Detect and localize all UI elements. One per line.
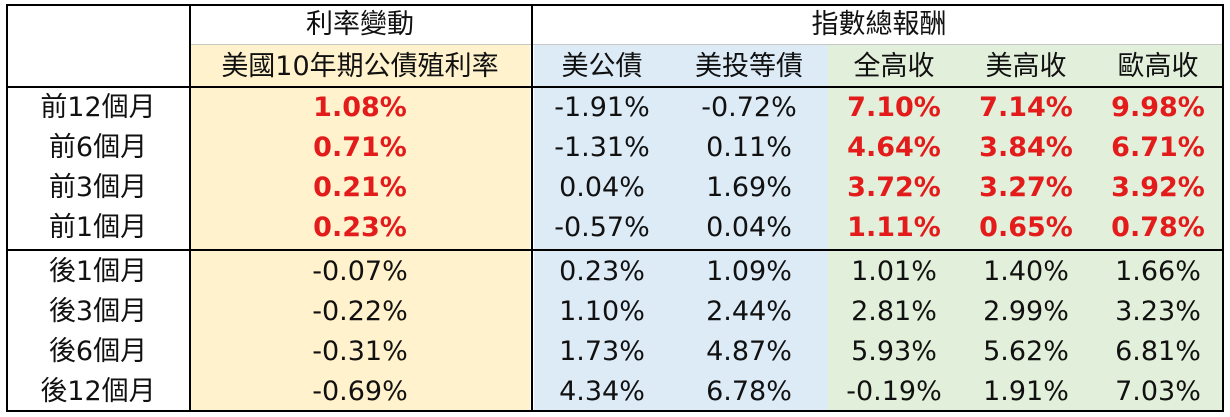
row-cell: 5.62%	[983, 335, 1069, 367]
row-cell: 2.81%	[851, 295, 937, 327]
row-label: 後1個月	[48, 255, 148, 287]
high-yield-columns-background	[828, 45, 1224, 411]
row-cell: 7.03%	[1115, 375, 1201, 407]
row-cell: 1.73%	[559, 335, 645, 367]
row-cell: 6.81%	[1115, 335, 1201, 367]
row-cell: -1.91%	[554, 91, 650, 123]
row-cell: 2.99%	[983, 295, 1069, 327]
row-cell: 0.23%	[559, 255, 645, 287]
row-cell: 1.11%	[847, 211, 941, 243]
row-cell: 0.11%	[706, 131, 792, 163]
rate-column-background	[190, 45, 530, 411]
row-cell: 0.71%	[313, 131, 407, 163]
column-header-global-hy: 全高收	[853, 50, 935, 82]
row-cell: 1.01%	[851, 255, 937, 287]
row-label: 後6個月	[48, 335, 148, 367]
row-cell: 1.08%	[313, 91, 407, 123]
row-cell: -0.22%	[312, 295, 408, 327]
header-separator	[6, 86, 1224, 88]
row-cell: 4.87%	[706, 335, 792, 367]
bond-columns-background	[534, 45, 828, 411]
row-cell: 3.84%	[979, 131, 1073, 163]
row-label: 前1個月	[48, 211, 148, 243]
row-cell: 0.65%	[979, 211, 1073, 243]
row-cell: 1.69%	[706, 171, 792, 203]
row-label: 後3個月	[48, 295, 148, 327]
row-cell: 0.21%	[313, 171, 407, 203]
row-cell: 0.04%	[706, 211, 792, 243]
column-header-us-ig: 美投等債	[695, 50, 803, 82]
row-cell: 9.98%	[1111, 91, 1205, 123]
column-header-us-hy: 美高收	[985, 50, 1067, 82]
row-label: 前6個月	[48, 131, 148, 163]
row-cell: -1.31%	[554, 131, 650, 163]
row-label: 後12個月	[40, 375, 156, 407]
row-cell: 0.23%	[313, 211, 407, 243]
column-header-us10y-yield: 美國10年期公債殖利率	[221, 50, 499, 82]
outer-bottom-border	[6, 410, 1224, 412]
group-total-return-header: 指數總報酬	[811, 8, 947, 40]
row-label: 前12個月	[40, 91, 156, 123]
row-cell: -0.07%	[312, 255, 408, 287]
row-cell: 3.23%	[1115, 295, 1201, 327]
row-cell: 1.91%	[983, 375, 1069, 407]
row-cell: 0.04%	[559, 171, 645, 203]
middle-separator	[6, 249, 1224, 251]
row-cell: 0.78%	[1111, 211, 1205, 243]
row-cell: 5.93%	[851, 335, 937, 367]
row-cell: 6.71%	[1111, 131, 1205, 163]
row-cell: 3.27%	[979, 171, 1073, 203]
label-column-divider	[189, 4, 191, 412]
column-header-us-treasury: 美公債	[561, 50, 643, 82]
row-cell: 1.10%	[559, 295, 645, 327]
row-cell: 1.40%	[983, 255, 1069, 287]
row-cell: 6.78%	[706, 375, 792, 407]
row-cell: -0.31%	[312, 335, 408, 367]
column-header-eu-hy: 歐高收	[1117, 50, 1199, 82]
row-cell: 7.14%	[979, 91, 1073, 123]
row-cell: 3.92%	[1111, 171, 1205, 203]
row-cell: -0.72%	[701, 91, 797, 123]
row-label: 前3個月	[48, 171, 148, 203]
group-rate-change-header: 利率變動	[306, 8, 414, 40]
row-cell: 4.64%	[847, 131, 941, 163]
row-cell: 2.44%	[706, 295, 792, 327]
row-cell: 3.72%	[847, 171, 941, 203]
row-cell: 4.34%	[559, 375, 645, 407]
row-cell: -0.19%	[846, 375, 942, 407]
row-cell: 7.10%	[847, 91, 941, 123]
header-bottom-gridline	[190, 44, 1224, 45]
outer-top-border	[6, 4, 1224, 6]
row-cell: 1.66%	[1115, 255, 1201, 287]
outer-left-border	[6, 4, 8, 412]
row-cell: -0.57%	[554, 211, 650, 243]
rate-group-divider	[531, 4, 533, 412]
row-cell: 1.09%	[706, 255, 792, 287]
row-cell: -0.69%	[312, 375, 408, 407]
outer-right-border	[1222, 4, 1224, 412]
